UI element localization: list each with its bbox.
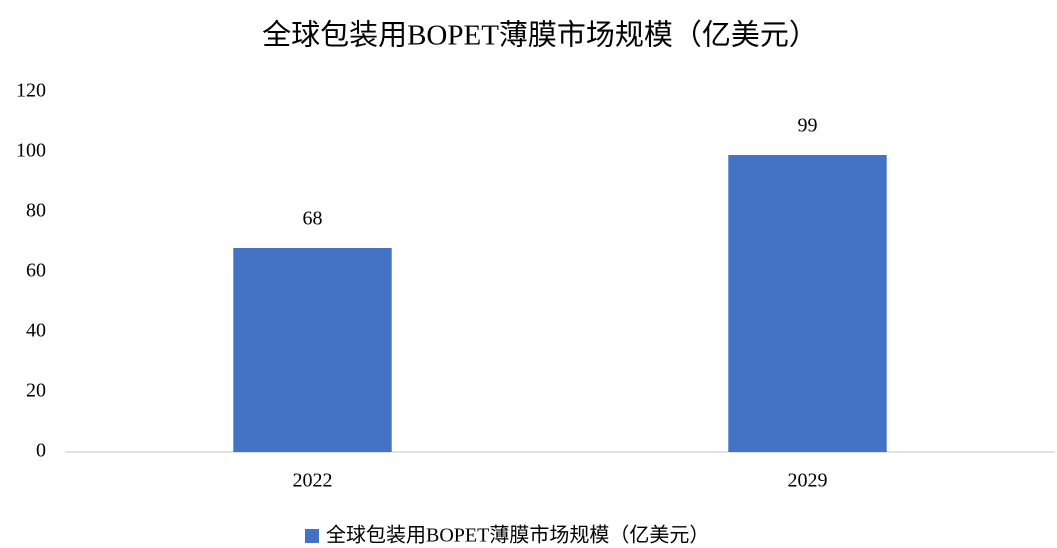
y-tick-label: 0 (36, 440, 46, 462)
legend-label: 全球包装用BOPET薄膜市场规模（亿美元） (326, 524, 709, 547)
bar (233, 248, 392, 452)
y-tick-label: 60 (26, 260, 46, 282)
data-label: 68 (303, 208, 323, 230)
x-tick-label: 2022 (293, 470, 333, 492)
x-tick-label: 2029 (788, 470, 828, 492)
bar (728, 155, 887, 452)
legend-swatch (305, 529, 319, 543)
data-label: 99 (798, 115, 818, 137)
y-tick-label: 100 (16, 140, 46, 162)
y-tick-label: 80 (26, 200, 46, 222)
y-tick-label: 40 (26, 320, 46, 342)
y-tick-label: 20 (26, 380, 46, 402)
chart-title: 全球包装用BOPET薄膜市场规模（亿美元） (262, 19, 818, 52)
y-tick-label: 120 (16, 80, 46, 102)
